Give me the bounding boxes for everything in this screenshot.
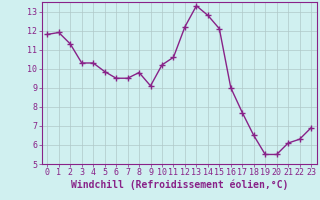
X-axis label: Windchill (Refroidissement éolien,°C): Windchill (Refroidissement éolien,°C): [70, 180, 288, 190]
